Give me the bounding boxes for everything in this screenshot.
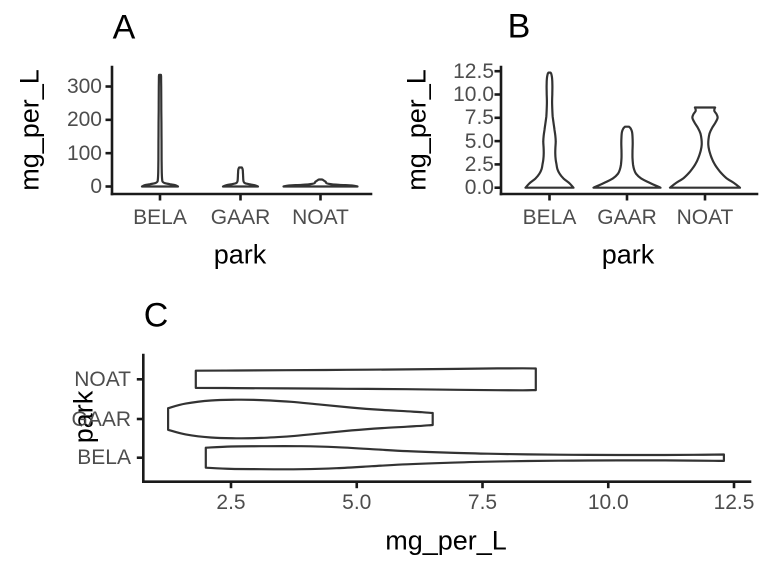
panel-a-y-tick-label: 300: [66, 75, 102, 98]
panel-c-y-tick-label: BELA: [77, 446, 131, 470]
panel-c-x-tick-label: 7.5: [467, 491, 498, 514]
panel-b-y-tick-label: 7.5: [464, 106, 494, 130]
panel-b-y-tick-label: 2.5: [464, 152, 494, 176]
panel-c-y-tick-label: GAAR: [71, 407, 131, 431]
violin-c-bela: [204, 444, 725, 471]
panel-a-y-tick-label: 200: [66, 108, 102, 132]
panel-c-x-tick-label: 5.0: [342, 491, 372, 514]
panel-label-a: A: [112, 8, 136, 47]
panel-b-x-tick-label: BELA: [522, 205, 577, 229]
violin-b-gaar: [592, 125, 662, 189]
panel-c-x-axis-title: mg_per_L: [385, 525, 507, 556]
panel-a-x-tick-label: GAAR: [210, 205, 271, 229]
panel-a-y-tick-label: 100: [66, 141, 102, 165]
panel-b-x-tick-label: NOAT: [676, 205, 734, 229]
violin-a-gaar: [221, 166, 260, 188]
panel-c-x-tick-label: 10.0: [587, 491, 629, 514]
panel-c-y-tick-label: NOAT: [74, 367, 131, 391]
violin-a-bela: [140, 73, 180, 188]
violin-a-noat: [282, 178, 359, 188]
panel-label-c: C: [143, 296, 169, 335]
violin-c-noat: [194, 367, 537, 392]
violin-b-noat: [668, 106, 742, 189]
panel-c-x-tick-label: 12.5: [713, 491, 755, 514]
panel-c-x-tick-label: 2.5: [216, 491, 246, 514]
violin-c-gaar: [167, 398, 434, 440]
panel-a-x-tick-label: BELA: [133, 205, 187, 229]
panel-label-b: B: [507, 7, 531, 46]
panel-b-y-tick-label: 0.0: [464, 176, 494, 200]
panel-b-y-tick-label: 10.0: [453, 83, 494, 106]
violin-b-bela: [524, 71, 575, 189]
panel-b-y-tick-label: 5.0: [464, 129, 494, 153]
panel-a-y-tick-label: 0: [90, 175, 102, 198]
panel-a-x-tick-label: NOAT: [292, 205, 349, 229]
panel-b-x-axis-title: park: [601, 239, 655, 270]
panel-a-x-axis-title: park: [213, 239, 267, 270]
panel-b-y-tick-label: 12.5: [453, 59, 494, 83]
panel-b-x-tick-label: GAAR: [597, 205, 657, 229]
